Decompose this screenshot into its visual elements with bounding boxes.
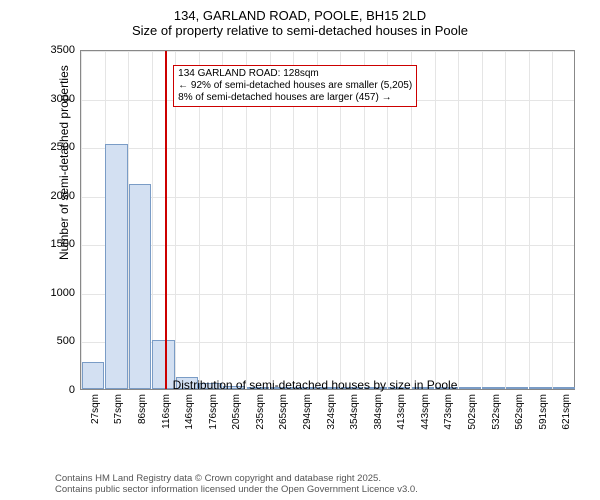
plot-area: 134 GARLAND ROAD: 128sqm ← 92% of semi-d… xyxy=(80,50,575,390)
y-tick-label: 2500 xyxy=(51,141,75,153)
y-tick-label: 1500 xyxy=(51,238,75,250)
x-tick-label: 265sqm xyxy=(278,394,289,430)
annotation-line: ← 92% of semi-detached houses are smalle… xyxy=(178,80,412,92)
title-main: 134, GARLAND ROAD, POOLE, BH15 2LD xyxy=(0,8,600,23)
x-tick-label: 294sqm xyxy=(302,394,313,430)
x-tick-label: 384sqm xyxy=(373,394,384,430)
chart-area: Number of semi-detached properties 134 G… xyxy=(55,50,575,420)
y-tick-label: 3500 xyxy=(51,44,75,56)
marker-line xyxy=(165,51,167,389)
footer-line: Contains public sector information licen… xyxy=(55,485,418,496)
y-tick-label: 1000 xyxy=(51,287,75,299)
x-tick-label: 57sqm xyxy=(113,394,124,424)
chart-container: 134, GARLAND ROAD, POOLE, BH15 2LD Size … xyxy=(0,0,600,500)
x-tick-label: 146sqm xyxy=(184,394,195,430)
x-tick-label: 324sqm xyxy=(326,394,337,430)
x-tick-label: 562sqm xyxy=(514,394,525,430)
y-tick-label: 3000 xyxy=(51,93,75,105)
x-tick-label: 532sqm xyxy=(491,394,502,430)
x-tick-label: 116sqm xyxy=(161,394,172,429)
x-tick-label: 27sqm xyxy=(90,394,101,424)
x-tick-label: 473sqm xyxy=(443,394,454,430)
x-tick-label: 205sqm xyxy=(231,394,242,430)
y-tick-label: 2000 xyxy=(51,190,75,202)
annotation-box: 134 GARLAND ROAD: 128sqm ← 92% of semi-d… xyxy=(173,65,417,107)
footer-attribution: Contains HM Land Registry data © Crown c… xyxy=(55,474,418,496)
x-axis-label: Distribution of semi-detached houses by … xyxy=(55,378,575,392)
x-tick-label: 176sqm xyxy=(208,394,219,430)
x-tick-label: 86sqm xyxy=(137,394,148,424)
x-tick-label: 591sqm xyxy=(538,394,549,430)
x-tick-label: 443sqm xyxy=(420,394,431,430)
x-tick-label: 621sqm xyxy=(561,394,572,430)
annotation-line: 8% of semi-detached houses are larger (4… xyxy=(178,92,412,104)
title-block: 134, GARLAND ROAD, POOLE, BH15 2LD Size … xyxy=(0,0,600,38)
x-tick-label: 235sqm xyxy=(255,394,266,430)
y-tick-label: 500 xyxy=(57,335,75,347)
x-tick-label: 502sqm xyxy=(467,394,478,430)
x-tick-label: 413sqm xyxy=(396,394,407,430)
annotation-line: 134 GARLAND ROAD: 128sqm xyxy=(178,68,412,80)
x-tick-label: 354sqm xyxy=(349,394,360,430)
bar xyxy=(105,144,127,389)
bar xyxy=(129,184,151,389)
title-sub: Size of property relative to semi-detach… xyxy=(0,23,600,38)
